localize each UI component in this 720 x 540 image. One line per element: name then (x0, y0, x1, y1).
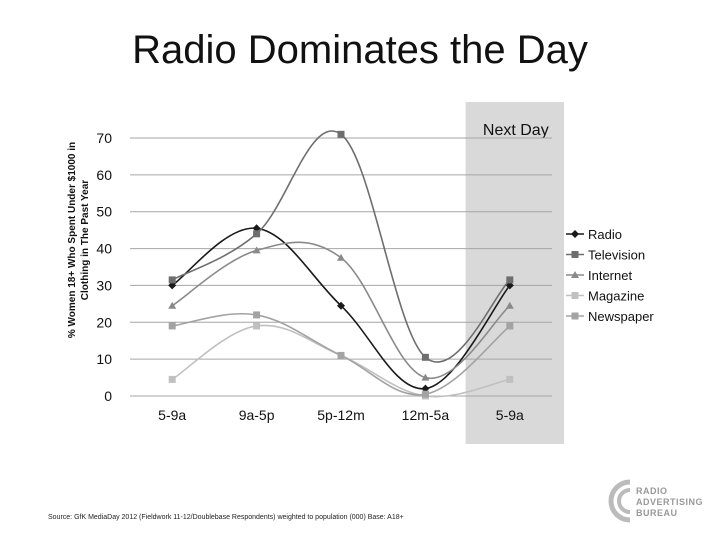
y-tick-label: 40 (96, 241, 112, 257)
data-point (571, 312, 579, 320)
data-point (506, 276, 514, 284)
legend-item-television: Television (566, 248, 645, 263)
y-tick-label: 30 (96, 277, 112, 293)
legend-item-newspaper: Newspaper (566, 309, 654, 324)
data-point (168, 301, 177, 309)
data-point (253, 322, 261, 330)
data-point (337, 301, 345, 310)
data-point (421, 384, 430, 393)
series-line-internet (171, 241, 511, 380)
data-point (421, 373, 430, 381)
x-tick-label: 5-9a (158, 407, 186, 423)
x-tick-label: 9a-5p (239, 407, 275, 423)
y-tick-label: 20 (96, 314, 112, 330)
data-point (337, 351, 345, 359)
y-tick-label: 0 (104, 388, 112, 404)
y-tick-label: 50 (96, 204, 112, 220)
series-internet (168, 241, 514, 381)
data-point (571, 271, 579, 278)
data-point (252, 224, 261, 233)
y-tick-label: 10 (96, 351, 112, 367)
logo-line-2: ADVERTISING (636, 497, 704, 507)
x-tick-label: 5-9a (496, 407, 524, 423)
data-point (168, 276, 176, 284)
legend-item-internet: Internet (566, 268, 632, 283)
data-point (337, 253, 345, 261)
data-point (421, 353, 429, 361)
logo-line-3: BUREAU (636, 508, 678, 518)
legend-label: Television (588, 248, 645, 263)
data-point (571, 251, 579, 258)
logo-arc-icon (608, 479, 631, 523)
data-point (252, 246, 261, 254)
x-tick-label: 12m-5a (402, 407, 450, 423)
x-tick-label: 5p-12m (317, 407, 364, 423)
series-newspaper (168, 311, 514, 398)
data-point (506, 375, 514, 383)
data-point (505, 301, 514, 309)
series-line-television (171, 130, 511, 363)
legend-item-radio: Radio (566, 227, 622, 242)
legend-label: Newspaper (588, 309, 654, 324)
legend-label: Magazine (588, 289, 644, 304)
y-axis-label: % Women 18+ Who Spent Under $1000 in Clot… (67, 142, 91, 338)
data-point (253, 230, 261, 238)
data-point (421, 390, 429, 398)
data-point (168, 322, 176, 330)
data-point (337, 130, 345, 138)
logo-line-1: RADIO (636, 486, 668, 496)
data-point (168, 281, 177, 290)
data-point (505, 281, 514, 290)
next-day-band (465, 102, 564, 444)
next-day-label: Next Day (483, 122, 549, 139)
legend-item-magazine: Magazine (566, 289, 644, 304)
y-tick-label: 60 (96, 167, 112, 183)
rab-logo: RADIO ADVERTISING BUREAU (606, 476, 706, 526)
data-point (571, 230, 579, 238)
legend-label: Radio (588, 227, 622, 242)
data-point (506, 322, 514, 330)
y-tick-label: 70 (96, 130, 112, 146)
source-note: Source: GfK MediaDay 2012 (Fieldwork 11-… (48, 514, 404, 521)
series-television (168, 130, 514, 363)
data-point (253, 311, 261, 319)
series-radio (168, 224, 514, 393)
legend-label: Internet (588, 268, 632, 283)
slide-title: Radio Dominates the Day (132, 28, 588, 72)
data-point (571, 292, 579, 299)
data-point (168, 375, 176, 383)
